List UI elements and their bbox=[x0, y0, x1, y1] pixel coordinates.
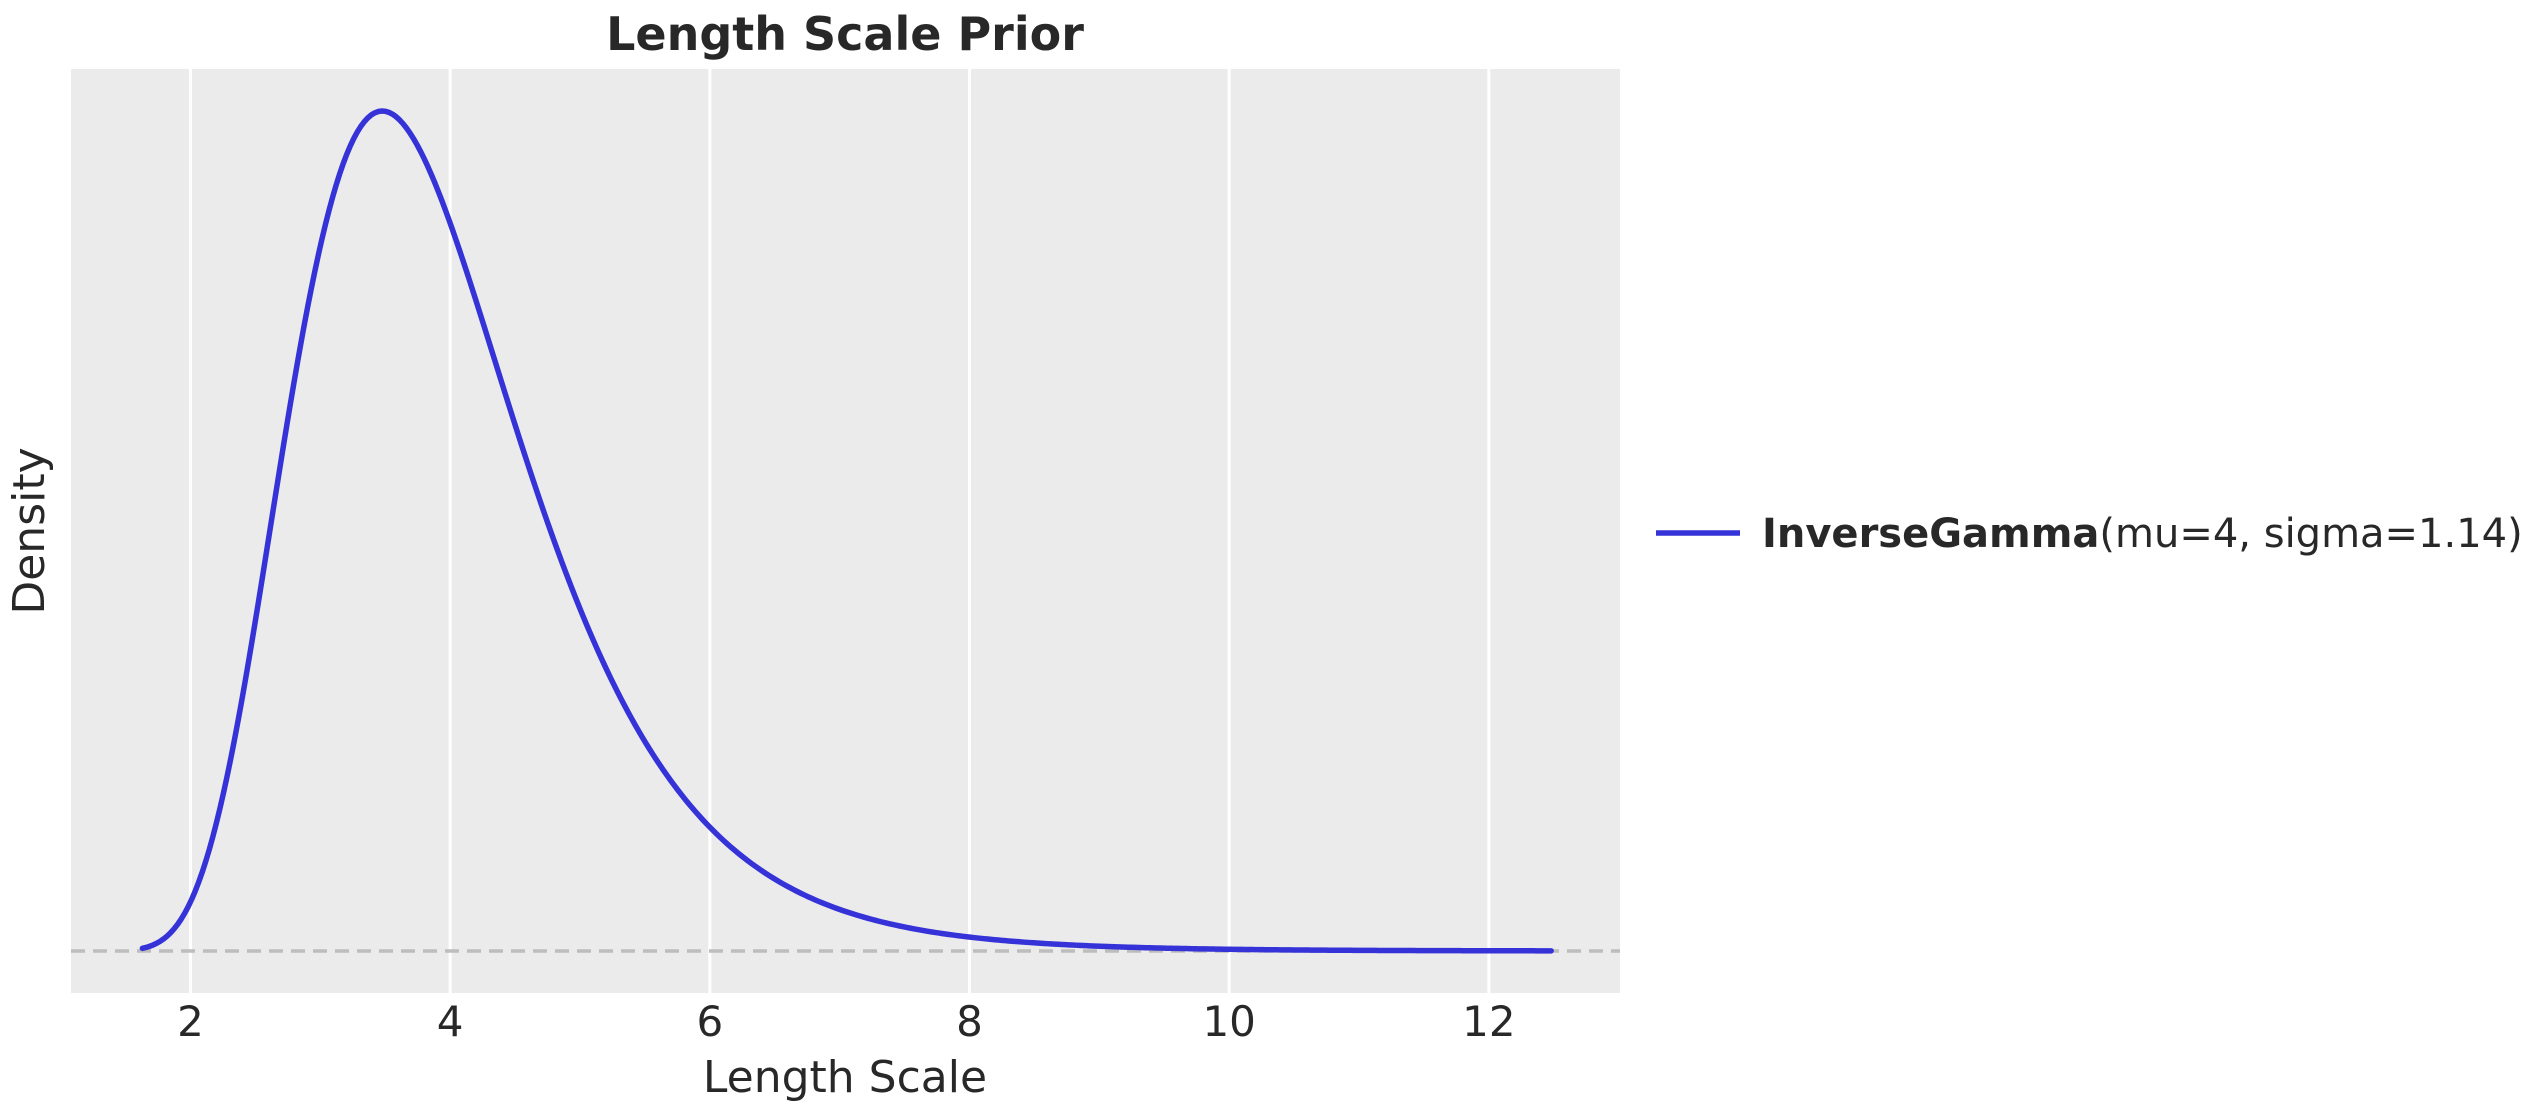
y-axis-label: Density bbox=[4, 447, 55, 614]
legend: InverseGamma(mu=4, sigma=1.14) bbox=[1656, 511, 2523, 557]
density-curve bbox=[139, 108, 1554, 954]
legend-label: InverseGamma(mu=4, sigma=1.14) bbox=[1762, 511, 2523, 557]
x-tick-labels: 2 4 6 8 10 12 bbox=[177, 997, 1516, 1046]
chart-title: Length Scale Prior bbox=[606, 7, 1084, 61]
x-axis-label: Length Scale bbox=[703, 1052, 987, 1103]
x-tick-label-2: 2 bbox=[177, 997, 204, 1046]
x-tick-label-6: 6 bbox=[696, 997, 723, 1046]
x-tick-label-4: 4 bbox=[437, 997, 464, 1046]
x-tick-label-8: 8 bbox=[956, 997, 983, 1046]
plot-area bbox=[71, 69, 1620, 993]
legend-label-distribution: InverseGamma bbox=[1762, 511, 2099, 557]
x-tick-label-12: 12 bbox=[1462, 997, 1515, 1046]
x-tick-label-10: 10 bbox=[1202, 997, 1255, 1046]
legend-label-parameters: (mu=4, sigma=1.14) bbox=[2099, 511, 2522, 557]
